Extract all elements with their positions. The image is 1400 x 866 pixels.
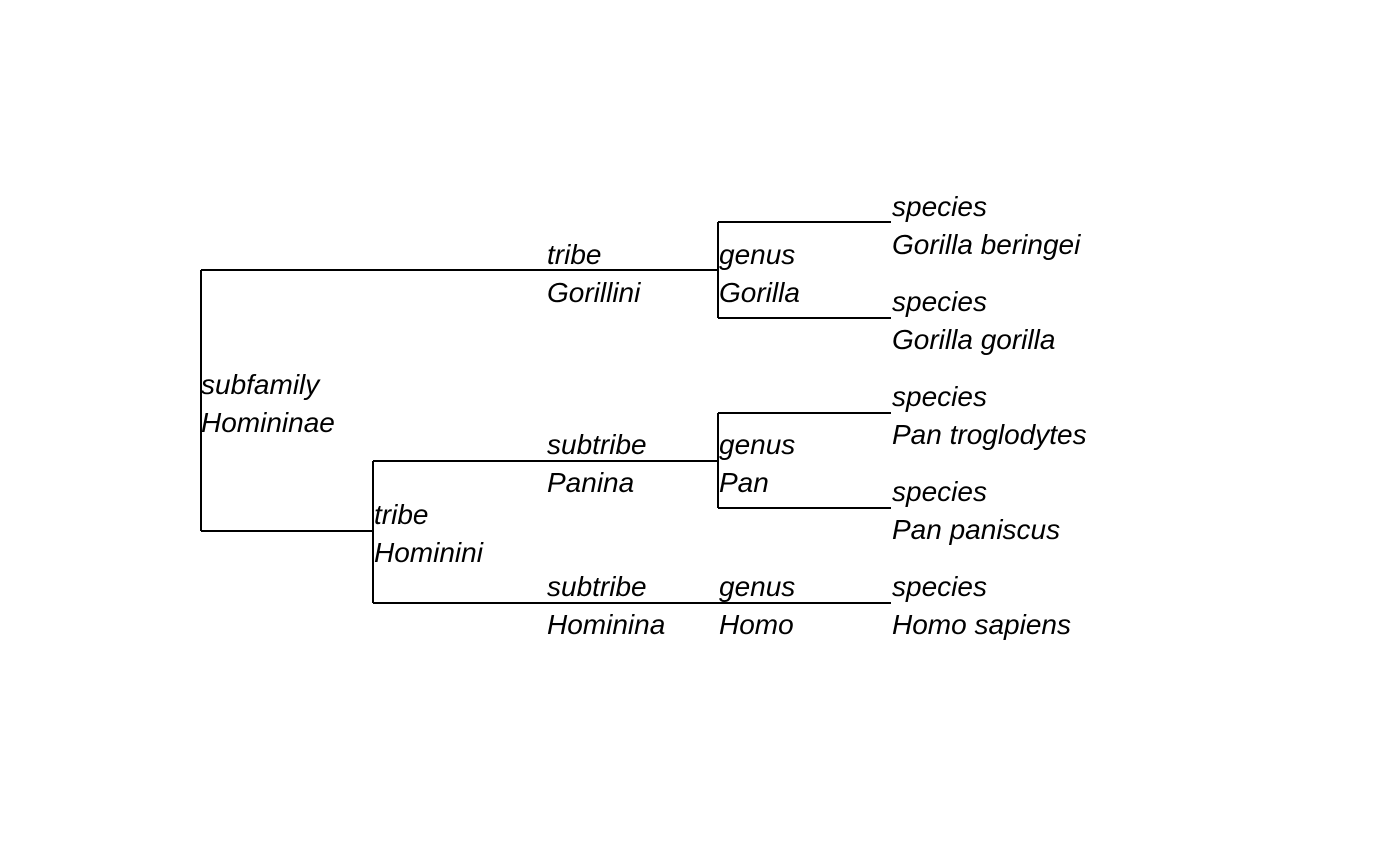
node-rank: genus bbox=[719, 429, 796, 460]
node-species-pan-paniscus: species Pan paniscus bbox=[892, 473, 1060, 549]
node-name: Gorilla bbox=[719, 277, 800, 308]
node-subtribe-hominina: subtribe Hominina bbox=[547, 568, 665, 644]
node-name: Hominina bbox=[547, 609, 666, 640]
node-rank: species bbox=[892, 381, 987, 412]
node-rank: tribe bbox=[374, 499, 429, 530]
node-name: Panina bbox=[547, 467, 635, 498]
node-rank: species bbox=[892, 476, 987, 507]
node-species-gorilla-beringei: species Gorilla beringei bbox=[892, 188, 1080, 264]
node-genus-pan: genus Pan bbox=[719, 426, 795, 502]
node-subfamily-homininae: subfamily Homininae bbox=[201, 366, 335, 442]
node-name: Pan bbox=[719, 467, 769, 498]
node-name: Gorilla beringei bbox=[892, 229, 1081, 260]
node-species-pan-troglodytes: species Pan troglodytes bbox=[892, 378, 1087, 454]
node-name: Homo bbox=[719, 609, 794, 640]
node-rank: subtribe bbox=[547, 571, 647, 602]
node-species-homo-sapiens: species Homo sapiens bbox=[892, 568, 1071, 644]
node-name: Homo sapiens bbox=[892, 609, 1071, 640]
node-name: Hominini bbox=[374, 537, 483, 568]
node-name: Homininae bbox=[201, 407, 335, 438]
node-genus-homo: genus Homo bbox=[719, 568, 795, 644]
node-rank: tribe bbox=[547, 239, 602, 270]
node-name: Pan paniscus bbox=[892, 514, 1061, 545]
node-tribe-gorillini: tribe Gorillini bbox=[547, 236, 640, 312]
node-name: Pan troglodytes bbox=[892, 419, 1087, 450]
node-rank: genus bbox=[719, 239, 796, 270]
node-rank: species bbox=[892, 286, 987, 317]
node-rank: species bbox=[892, 191, 987, 222]
node-genus-gorilla: genus Gorilla bbox=[719, 236, 800, 312]
node-name: Gorilla gorilla bbox=[892, 324, 1056, 355]
node-tribe-hominini: tribe Hominini bbox=[374, 496, 483, 572]
node-rank: species bbox=[892, 571, 987, 602]
node-subtribe-panina: subtribe Panina bbox=[547, 426, 647, 502]
node-name: Gorillini bbox=[547, 277, 641, 308]
node-rank: genus bbox=[719, 571, 796, 602]
node-rank: subtribe bbox=[547, 429, 647, 460]
node-species-gorilla-gorilla: species Gorilla gorilla bbox=[892, 283, 1055, 359]
node-rank: subfamily bbox=[201, 369, 320, 400]
